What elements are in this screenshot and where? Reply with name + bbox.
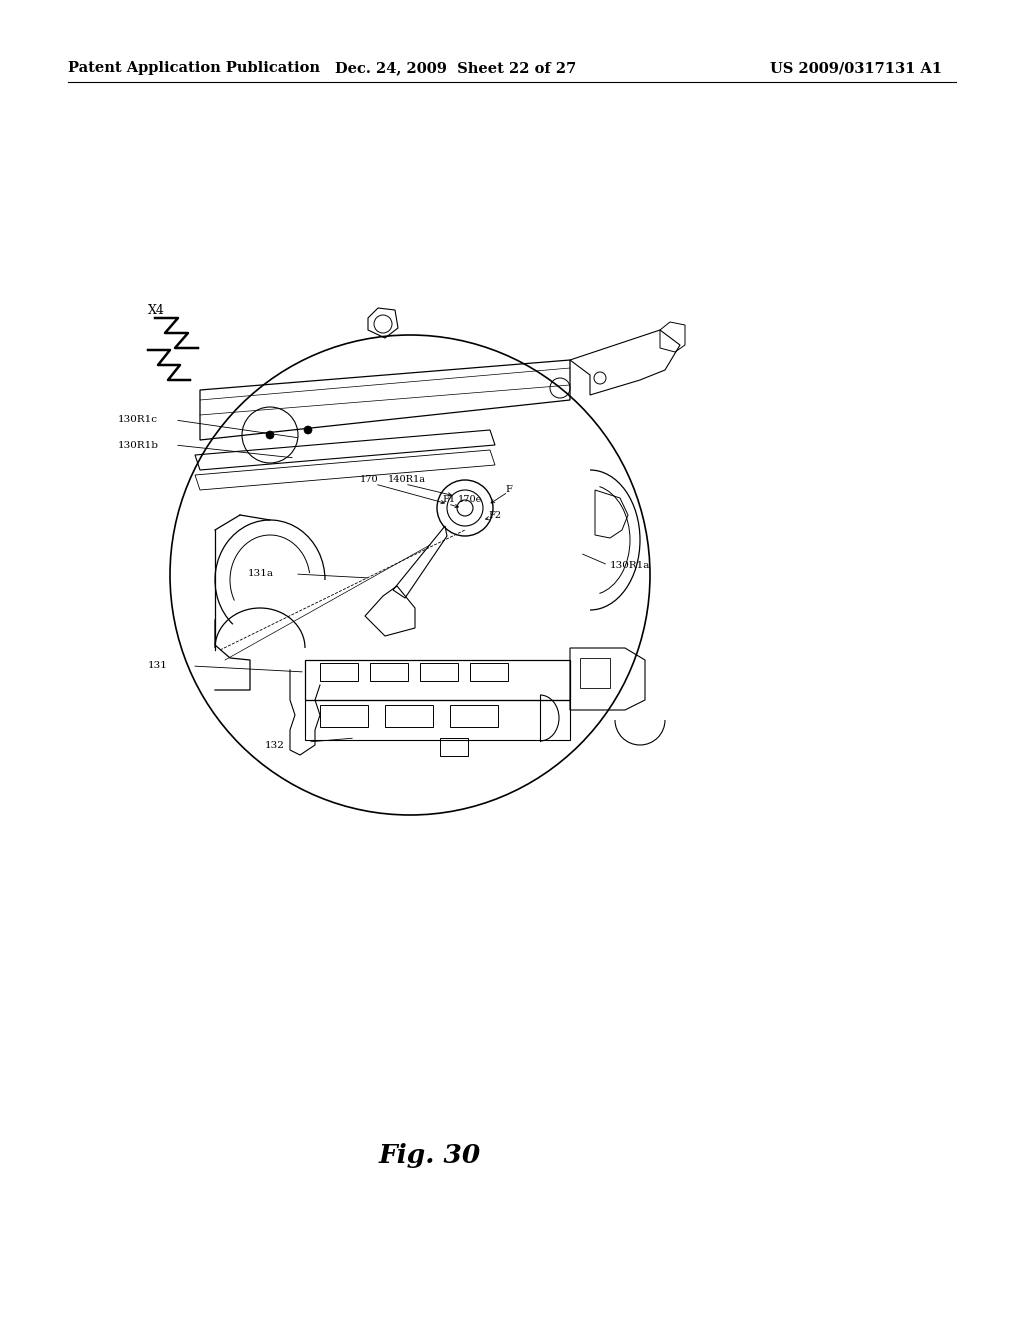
Text: 140R1a: 140R1a (388, 475, 426, 484)
Text: F1: F1 (442, 495, 455, 504)
Text: 130R1b: 130R1b (118, 441, 159, 450)
Text: Dec. 24, 2009  Sheet 22 of 27: Dec. 24, 2009 Sheet 22 of 27 (335, 61, 577, 75)
Bar (470, 663, 508, 681)
Text: 131: 131 (148, 661, 168, 671)
Text: 170: 170 (360, 475, 379, 484)
Text: F2: F2 (488, 511, 501, 520)
Bar (450, 705, 498, 727)
Text: Patent Application Publication: Patent Application Publication (68, 61, 319, 75)
Bar (385, 705, 433, 727)
Bar (420, 663, 458, 681)
Text: Fig. 30: Fig. 30 (379, 1143, 481, 1167)
Bar (580, 657, 610, 688)
Circle shape (266, 432, 274, 440)
Circle shape (304, 426, 312, 434)
Text: 130R1a: 130R1a (610, 561, 650, 569)
Bar (370, 663, 408, 681)
Bar (319, 705, 368, 727)
Text: F: F (505, 486, 512, 495)
Text: US 2009/0317131 A1: US 2009/0317131 A1 (770, 61, 942, 75)
Bar (319, 663, 358, 681)
Text: 170e: 170e (458, 495, 482, 504)
Text: 130R1c: 130R1c (118, 416, 158, 425)
Text: X4: X4 (148, 304, 165, 317)
Bar (440, 738, 468, 756)
Text: 131a: 131a (248, 569, 274, 578)
Text: 132: 132 (265, 741, 285, 750)
